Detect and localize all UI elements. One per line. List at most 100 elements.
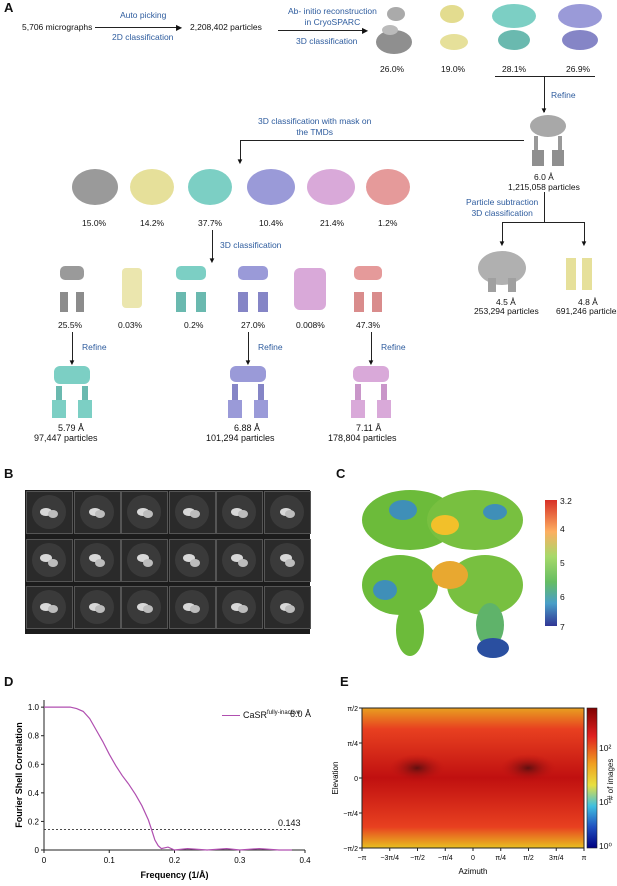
heatmap-ticks: −π −3π/4 −π/2 −π/4 0 π/4 π/2 3π/4 π π/2 π/4 0 −π/4 −π… [331,706,587,876]
round2-maps [72,169,410,205]
r2-pct-6: 1.2% [378,218,398,228]
legend-sup: fully-inactive [267,710,301,716]
fsc-x-tick-label: 0.2 [169,856,181,865]
r1-pct-1: 26.0% [380,64,405,74]
map-r3-5 [294,268,326,310]
fsc-x-tick-label: 0.4 [299,856,311,865]
arrow-1 [95,27,180,28]
map-sub-2 [566,258,592,290]
r1-pct-4: 26.9% [566,64,591,74]
r3-pct-2: 0.03% [118,320,143,330]
hm-x-tick-label: −π [358,855,367,862]
cb-title: # of images [606,758,615,800]
refine-line [544,76,545,112]
map-6A [530,115,566,166]
class-average [73,491,121,534]
class-average [121,538,168,582]
hm-y-tick-label: −π/2 [343,846,358,853]
fsc-x-tick-label: 0.3 [234,856,246,865]
final3-res: 7.11 Å [356,423,382,433]
map-final-2 [228,366,268,418]
mask-down [240,140,241,162]
class-average [216,538,263,582]
class-average [168,491,216,534]
map-r3-2 [122,268,142,308]
map-final-1 [52,366,92,418]
fsc-y-tick-label: 0.6 [28,760,40,769]
final1-res: 5.79 Å [58,423,85,433]
r1-pct-3: 28.1% [502,64,527,74]
legend-name: CaSR [243,710,268,720]
class-average [26,538,73,582]
bracket-r1 [495,76,595,77]
input-micrographs: 5,706 micrographs [22,22,93,32]
final2-particles: 101,294 particles [206,433,275,443]
map-r2-1 [72,169,118,205]
class-average [121,491,168,534]
threshold-label: 0.143 [278,818,301,828]
fsc-chart: 0 0.1 0.2 0.3 0.4 0 0.2 0.4 0.6 0.8 1.0 Frequency (… [14,700,311,880]
step2-bottom: 3D classification [296,36,358,46]
class-average [216,491,263,534]
map-r1-1 [376,7,412,54]
r2-pct-5: 21.4% [320,218,345,228]
final-arrowhead-3: ▼ [367,358,375,367]
res-tick-2: 4 [560,524,565,534]
step1-bottom: 2D classification [112,32,174,42]
res-tick-5: 7 [560,622,565,632]
legend-res: 6.0 Å [290,709,312,719]
hm-x-tick-label: π/2 [523,855,534,862]
map-r3-1 [60,266,84,312]
mask-line [240,140,524,141]
final-line-2 [248,332,249,362]
final1-particles: 97,447 particles [34,433,98,443]
hm-ylabel: Elevation [331,762,340,795]
hm-x-tick-label: −π/2 [410,855,425,862]
map-r3-3 [176,266,206,312]
step1-top: Auto picking [120,10,167,20]
map-r2-5 [307,169,355,205]
hm-y-tick-label: π/2 [347,706,358,713]
class-average [263,586,311,629]
fsc-y-tick-label: 0.4 [28,789,40,798]
subtraction-label: Particle subtraction 3D classification [466,197,539,218]
map-final-3 [351,366,391,418]
r3-pct-1: 25.5% [58,320,83,330]
map-r2-2 [130,169,174,205]
map1-res: 6.0 Å [534,172,554,182]
final-line-3 [371,332,372,362]
angular-heatmap: −π −3π/4 −π/2 −π/4 0 π/4 π/2 3π/4 π π/2 π/4 0 −π/4 −π… [331,706,598,876]
r2-pct-2: 14.2% [140,218,165,228]
hm-x-tick-label: 0 [471,855,475,862]
r2-pct-3: 37.7% [198,218,223,228]
sub1-particles: 253,294 particles [474,306,539,316]
map-r2-4 [247,169,295,205]
hm-x-tick-label: π [582,855,587,862]
r3-pct-6: 47.3% [356,320,381,330]
class-average [121,586,168,629]
panel-c-label: C [336,466,346,481]
legend-swatch [222,715,240,717]
fsc-ylabel: Fourier Shell Correlation [14,722,24,828]
round3-maps [60,266,382,312]
local-res-colorbar [545,500,557,626]
sub-left [502,222,503,244]
final-refine-3: Refine [381,342,406,352]
class-average [263,538,311,582]
res-tick-1: 3.2 [560,496,572,506]
panel-d-label: D [4,674,14,689]
refine-arrowhead: ▼ [540,106,548,115]
r2-pct-4: 10.4% [259,218,284,228]
r1-pct-2: 19.0% [441,64,466,74]
heatmap-colorbar [586,707,598,849]
r3-pct-4: 27.0% [241,320,266,330]
class-average [73,586,121,629]
map-r1-3 [492,4,536,50]
class-average [216,586,263,629]
cb-tick-3: 10⁰ [599,841,612,851]
final3-particles: 178,804 particles [328,433,397,443]
panel-e-label: E [340,674,349,689]
hm-x-tick-label: −π/4 [438,855,453,862]
sub2-particles: 691,246 particles [556,306,617,316]
sub1-res: 4.5 Å [496,297,516,307]
